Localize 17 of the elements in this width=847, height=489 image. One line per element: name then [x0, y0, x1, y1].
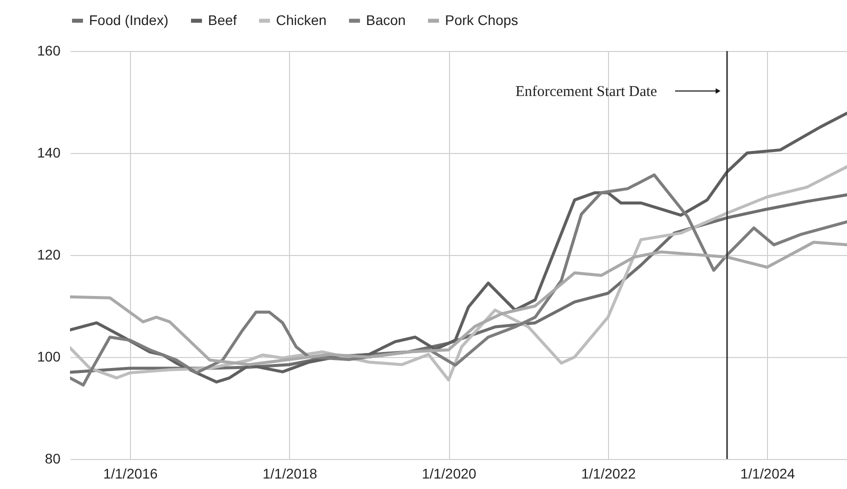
y-tick-label: 120: [37, 246, 61, 262]
x-tick-label: 1/1/2016: [103, 466, 158, 482]
y-tick-label: 80: [44, 450, 61, 466]
x-tick-label: 1/1/2018: [262, 466, 318, 482]
y-tick-label: 100: [37, 348, 61, 364]
x-tick-label: 1/1/2022: [581, 466, 636, 482]
legend-label: Food (Index): [89, 12, 168, 28]
legend-label: Bacon: [366, 12, 406, 28]
y-tick-label: 160: [37, 42, 61, 58]
legend-label: Chicken: [276, 12, 327, 28]
legend-label: Pork Chops: [445, 12, 518, 28]
line-series: [70, 240, 847, 366]
x-tick-label: 1/1/2024: [740, 466, 796, 482]
y-tick-label: 140: [37, 144, 61, 160]
legend-label: Beef: [208, 12, 237, 28]
x-tick-label: 1/1/2020: [422, 466, 477, 482]
annotation: Enforcement Start Date: [515, 84, 658, 100]
